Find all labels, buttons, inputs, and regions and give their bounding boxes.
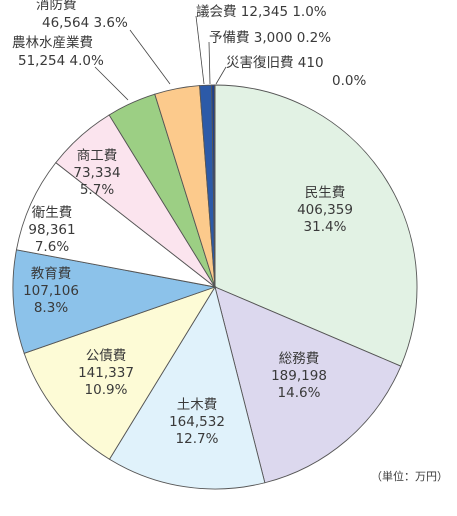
slice-label-12-percent: 0.0% bbox=[332, 73, 366, 89]
slice-label-6-value_text: 98,361 bbox=[28, 222, 75, 238]
slice-label-1-value_text: 406,359 bbox=[297, 202, 353, 218]
leader-line-10 bbox=[195, 15, 205, 85]
slice-label-3-name: 土木費 bbox=[177, 397, 218, 413]
pie-slice-5 bbox=[12, 249, 217, 354]
slice-label-8-value: 51,254 4.0% bbox=[18, 53, 104, 69]
slice-label-6-percent: 7.6% bbox=[35, 239, 69, 255]
slice-label-3-value_text: 164,532 bbox=[169, 414, 225, 430]
slice-label-2-percent: 14.6% bbox=[278, 385, 321, 401]
slice-label-9-name: 消防費 bbox=[36, 0, 77, 13]
slice-label-3-percent: 12.7% bbox=[176, 431, 219, 447]
pie-slice-6 bbox=[15, 162, 216, 288]
leader-line-12 bbox=[215, 66, 227, 85]
slice-label-4-percent: 10.9% bbox=[85, 382, 128, 398]
unit-note: （単位：万円） bbox=[371, 469, 448, 483]
slice-label-1-percent: 31.4% bbox=[304, 219, 347, 235]
slice-label-2-name: 総務費 bbox=[279, 351, 320, 367]
slice-label-4-name: 公債費 bbox=[86, 348, 127, 364]
leader-line-9 bbox=[129, 29, 171, 85]
slice-label-11: 予備費 3,000 0.2% bbox=[209, 30, 331, 46]
slice-label-4-value_text: 141,337 bbox=[78, 365, 134, 381]
slice-label-5-value_text: 107,106 bbox=[23, 283, 79, 299]
slice-label-7-value_text: 73,334 bbox=[73, 165, 120, 181]
slice-label-6-name: 衛生費 bbox=[32, 205, 73, 221]
leader-line-11 bbox=[208, 41, 211, 85]
slice-label-9-value: 46,564 3.6% bbox=[42, 15, 128, 31]
slice-label-7-percent: 5.7% bbox=[80, 182, 114, 198]
slice-label-8-name: 農林水産業費 bbox=[12, 35, 93, 51]
slice-label-2-value_text: 189,198 bbox=[271, 368, 327, 384]
slice-label-12-name: 災害復旧費 410 bbox=[226, 54, 324, 71]
slice-label-5-name: 教育費 bbox=[31, 266, 72, 282]
slice-label-7-name: 商工費 bbox=[77, 148, 118, 164]
leader-line-8 bbox=[94, 66, 129, 101]
slice-label-1-name: 民生費 bbox=[305, 185, 346, 201]
pie-slice-3 bbox=[108, 285, 266, 490]
pie-slice-1 bbox=[214, 84, 418, 367]
slice-label-5-percent: 8.3% bbox=[34, 300, 68, 316]
pie-slice-4 bbox=[23, 286, 217, 460]
slice-label-10: 議会費 12,345 1.0% bbox=[196, 3, 327, 20]
pie-slice-2 bbox=[214, 286, 402, 484]
